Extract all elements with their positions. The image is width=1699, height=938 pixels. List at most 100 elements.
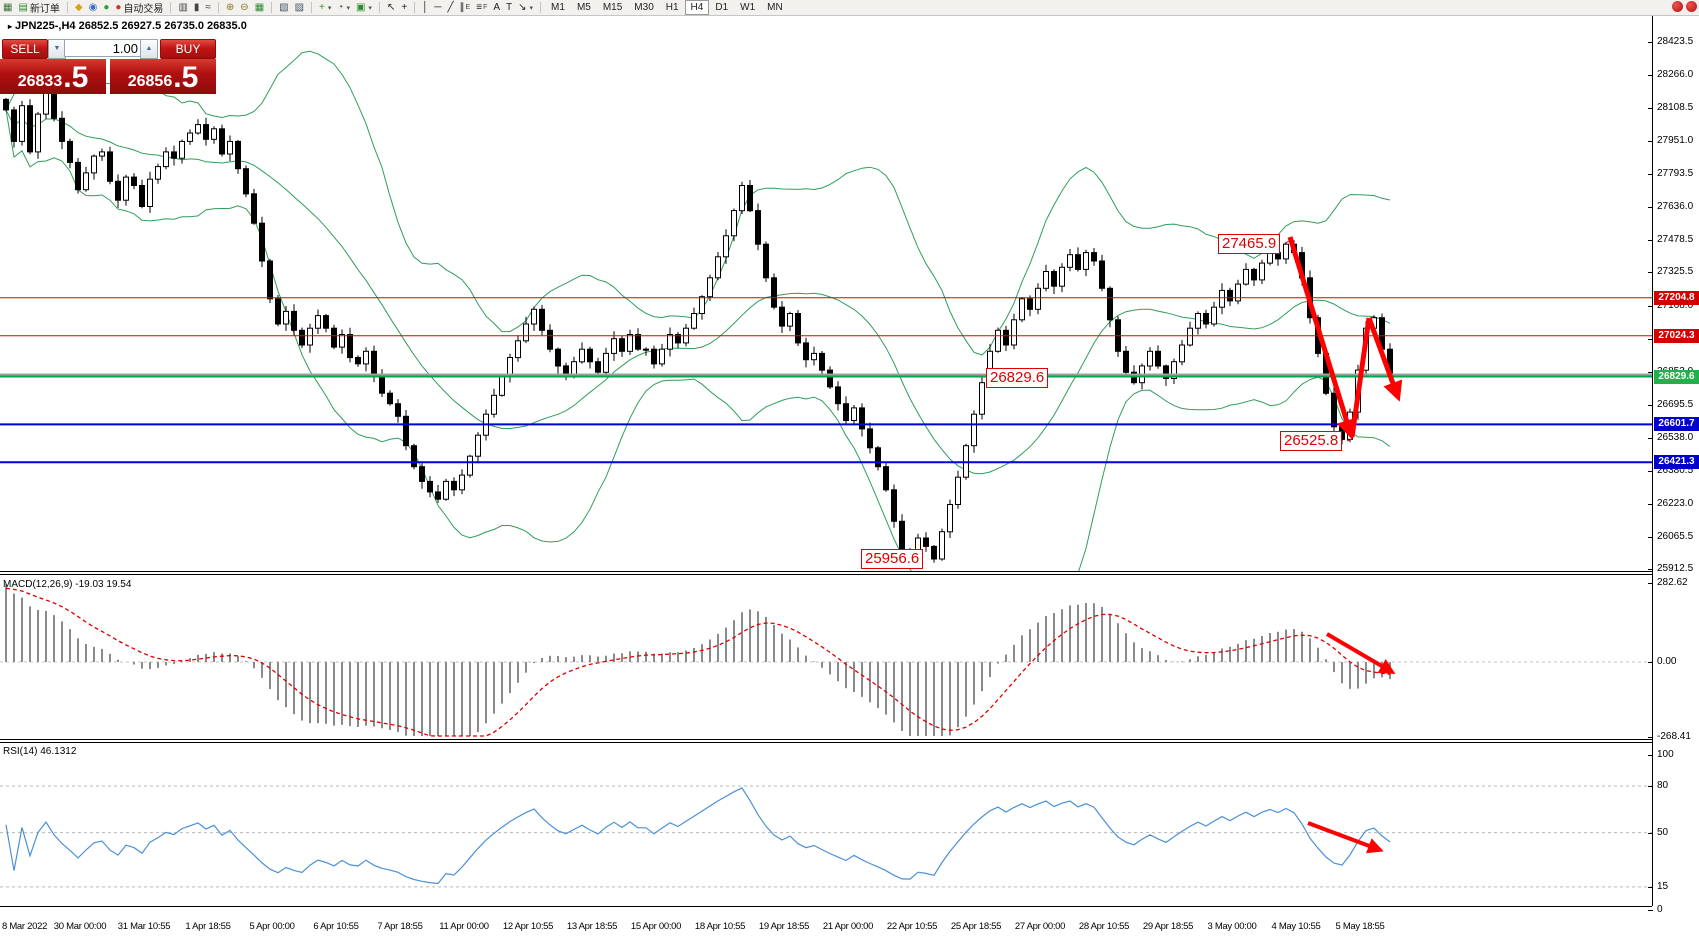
candle-body	[155, 166, 161, 180]
signal-button[interactable]: ●	[100, 1, 112, 14]
candle-body	[939, 531, 945, 560]
trendline-button[interactable]: ╱	[445, 1, 457, 14]
candle-body	[747, 185, 753, 212]
panel-separator[interactable]	[0, 739, 1652, 740]
templates-button[interactable]: ▣ ▾	[355, 2, 372, 13]
new-chart-button[interactable]: ▦	[0, 1, 15, 14]
panel-separator[interactable]	[0, 571, 1652, 572]
volume-input[interactable]	[64, 39, 142, 57]
tile-windows-button[interactable]: ▦	[252, 1, 267, 14]
zoom-out-icon: ⊖	[240, 2, 249, 13]
panel-separator[interactable]	[0, 574, 1652, 575]
fibonacci-button[interactable]: ≡ F	[476, 2, 488, 13]
vertical-line-button[interactable]: │	[419, 1, 431, 14]
rsi-trend-arrow[interactable]	[1307, 821, 1384, 854]
toolbar-separator	[414, 2, 416, 13]
chart-bars-button[interactable]: ▥	[175, 1, 190, 14]
candle-body	[307, 327, 313, 346]
autotrading-button[interactable]: ● 自动交易	[112, 1, 166, 15]
trend-arrow[interactable]	[1349, 317, 1372, 438]
crosshair-button[interactable]: +	[398, 1, 410, 14]
candle-body	[579, 348, 585, 363]
macd-trend-arrow[interactable]	[1325, 632, 1396, 675]
periods-button[interactable]: ◔ ▾	[337, 2, 350, 13]
cursor-button[interactable]: ↖	[384, 1, 398, 14]
buy-price-display[interactable]: 26856 .5	[110, 59, 216, 94]
timeframe-h4-button[interactable]: H4	[684, 0, 710, 15]
autotrading-label: 自动交易	[123, 4, 164, 15]
timeframe-w1-button[interactable]: W1	[740, 2, 756, 13]
text-button[interactable]: A	[490, 1, 503, 14]
timeframe-m5-button[interactable]: M5	[576, 2, 591, 13]
news-icon[interactable]	[1686, 1, 1697, 12]
trend-arrow[interactable]	[1366, 317, 1403, 402]
candle-body	[347, 334, 353, 359]
chart-line-button[interactable]: ≈	[202, 1, 214, 14]
periods-icon: ◔	[337, 2, 344, 13]
timeframe-mn-button[interactable]: MN	[767, 2, 783, 13]
candle-body	[267, 260, 273, 300]
rsi-axis-label: 100	[1657, 749, 1674, 760]
price-annotation[interactable]: 25956.6	[861, 549, 924, 569]
candle-body	[1267, 252, 1273, 264]
candle-body	[1035, 287, 1041, 310]
candle-body	[387, 392, 393, 405]
new-chart-icon: ▦	[3, 2, 13, 13]
arrange-windows-button[interactable]: ▨	[292, 1, 307, 14]
sell-button[interactable]: SELL	[2, 39, 48, 59]
timeframe-m15-button[interactable]: M15	[602, 2, 623, 13]
rsi-chart[interactable]	[0, 743, 1652, 906]
indicators-button[interactable]: + ▾	[319, 2, 332, 13]
community-button[interactable]: ◉	[86, 1, 101, 14]
candle-body	[3, 98, 9, 111]
price-annotation[interactable]: 27465.9	[1218, 234, 1281, 254]
macd-chart[interactable]	[0, 576, 1652, 739]
time-axis-label: 29 Apr 18:55	[1142, 921, 1194, 932]
time-axis-label: 28 Apr 10:55	[1078, 921, 1130, 932]
panel-separator[interactable]	[0, 742, 1652, 743]
price-axis-tick	[1648, 174, 1653, 175]
buy-button[interactable]: BUY	[160, 39, 216, 59]
candle-body	[203, 124, 209, 140]
chart-candles-button[interactable]: ▮	[191, 1, 203, 14]
timeframe-d1-button[interactable]: D1	[715, 2, 729, 13]
price-annotation[interactable]: 26829.6	[986, 368, 1049, 388]
price-chart[interactable]	[0, 16, 1652, 572]
timeframe-h1-button[interactable]: H1	[665, 2, 679, 13]
time-axis-label: 8 Mar 2022	[2, 921, 48, 932]
new-order-button[interactable]: ▤ 新订单	[15, 1, 62, 15]
horizontal-line-button[interactable]: ─	[431, 1, 444, 14]
arrows-button[interactable]: ↘ ▾	[518, 2, 534, 13]
indicators-icon: +	[319, 2, 325, 13]
eraser-button[interactable]: ◆	[72, 1, 86, 14]
equidistant-channel-button[interactable]: ∥ E	[459, 2, 471, 13]
timeframe-m30-button[interactable]: M30	[634, 2, 654, 13]
volume-increase-button[interactable]: ▲	[140, 39, 158, 59]
zoom-out-button[interactable]: ⊖	[237, 1, 251, 14]
toolbar-buttons: ▦ ▤ 新订单 ◆ ◉ ● ● 自动交易 ▥ ▮ ≈ ⊕ ⊖ ▦ ▧ ▨ + ▾ ◔ ▾ ▣ ▾ ↖ + │ ─ ╱ ∥ E ≡ F A T ↘ ▾…	[0, 0, 789, 15]
sell-price-display[interactable]: 26833 .5	[0, 59, 106, 94]
candle-body	[99, 151, 105, 157]
candle-body	[299, 329, 305, 346]
candle-body	[1083, 252, 1089, 270]
candle-body	[443, 480, 449, 500]
candle-body	[187, 132, 193, 142]
zoom-in-button[interactable]: ⊕	[223, 1, 237, 14]
time-axis-label: 27 Apr 00:00	[1014, 921, 1066, 932]
trend-arrow[interactable]	[1287, 236, 1357, 440]
timeframe-m1-button[interactable]: M1	[551, 2, 565, 13]
price-annotation[interactable]: 26525.8	[1280, 431, 1343, 451]
chart-ohlc-text: JPN225-,H4 26852.5 26927.5 26735.0 26835…	[15, 20, 247, 32]
notification-icon[interactable]	[1672, 1, 1683, 12]
auto-arrange-button[interactable]: ▧	[276, 1, 291, 14]
candle-body	[1163, 365, 1169, 379]
candle-body	[755, 210, 761, 245]
time-axis-label: 4 May 10:55	[1271, 921, 1321, 932]
candle-body	[771, 277, 777, 308]
candle-body	[659, 348, 665, 365]
volume-decrease-button[interactable]: ▼	[48, 39, 66, 59]
text-label-button[interactable]: T	[503, 1, 515, 14]
candle-body	[339, 334, 345, 348]
fibonacci-icon: ≡	[476, 2, 483, 13]
new-order-icon: ▤	[18, 2, 28, 13]
